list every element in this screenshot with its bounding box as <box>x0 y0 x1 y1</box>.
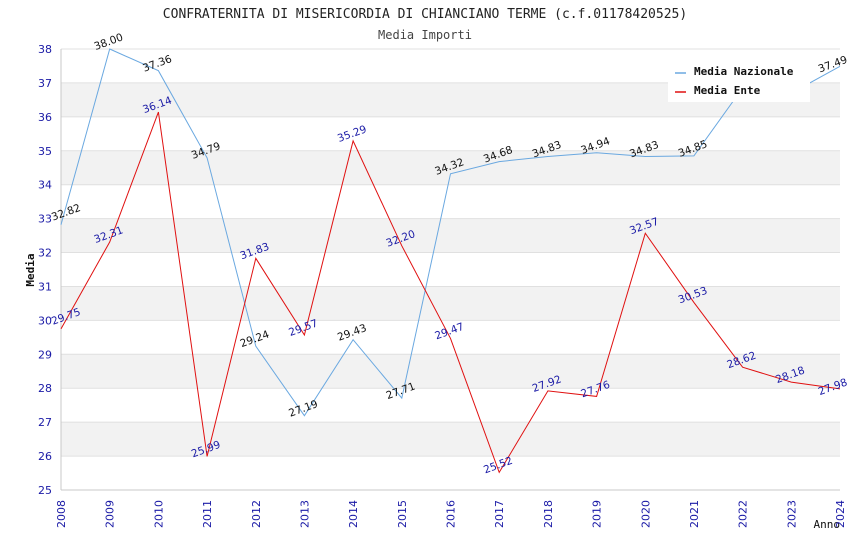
y-tick-label: 34 <box>38 179 52 192</box>
y-tick-label: 28 <box>38 382 52 395</box>
y-tick-label: 33 <box>38 213 52 226</box>
y-axis-ticks: 25 26 27 28 29 30 31 32 33 34 35 36 37 38 <box>38 43 52 497</box>
y-tick-label: 27 <box>38 416 52 429</box>
x-tick-label: 2019 <box>591 500 604 528</box>
y-tick-label: 25 <box>38 484 52 497</box>
data-label: 35.29 <box>336 123 368 145</box>
x-tick-label: 2018 <box>542 500 555 528</box>
x-tick-label: 2016 <box>445 500 458 528</box>
chart-title: CONFRATERNITA DI MISERICORDIA DI CHIANCI… <box>163 7 687 22</box>
legend-box <box>668 60 810 102</box>
grid-band <box>61 286 840 321</box>
data-label: 37.36 <box>141 53 174 75</box>
x-tick-label: 2011 <box>201 500 214 528</box>
chart-subtitle: Media Importi <box>378 28 472 42</box>
x-tick-label: 2008 <box>55 500 68 528</box>
x-tick-label: 2024 <box>834 500 847 528</box>
series-lines <box>60 48 841 474</box>
x-axis-ticks: 2008 2009 2010 2011 2012 2013 2014 2015 2016 2017… <box>55 500 847 528</box>
x-tick-label: 2012 <box>250 500 263 528</box>
series-line-media-nazionale <box>60 48 841 417</box>
y-tick-label: 37 <box>38 77 52 90</box>
legend: Media Nazionale Media Ente <box>668 60 810 102</box>
x-tick-label: 2023 <box>785 500 798 528</box>
x-axis-label: Anno <box>814 518 841 531</box>
series-line-media-ente <box>60 111 841 474</box>
y-tick-label: 32 <box>38 247 52 260</box>
x-tick-label: 2020 <box>639 500 652 528</box>
y-tick-label: 26 <box>38 450 52 463</box>
x-tick-label: 2010 <box>152 500 165 528</box>
data-label: 37.49 <box>817 54 849 76</box>
x-tick-label: 2013 <box>298 500 311 528</box>
grid-band <box>61 354 840 389</box>
x-tick-label: 2015 <box>396 500 409 528</box>
y-tick-label: 35 <box>38 145 52 158</box>
grid-bands <box>61 82 840 457</box>
x-tick-label: 2022 <box>737 500 750 528</box>
data-label: 29.47 <box>433 321 465 343</box>
y-tick-label: 29 <box>38 348 52 361</box>
x-tick-label: 2017 <box>493 500 506 528</box>
x-tick-label: 2009 <box>104 500 117 528</box>
legend-label-media-ente: Media Ente <box>694 84 761 97</box>
x-tick-label: 2021 <box>688 500 701 528</box>
legend-label-media-nazionale: Media Nazionale <box>694 65 794 78</box>
y-tick-label: 31 <box>38 280 52 293</box>
x-tick-label: 2014 <box>347 500 360 528</box>
grid-band <box>61 422 840 457</box>
data-label: 25.52 <box>482 455 514 477</box>
y-tick-label: 30 <box>38 314 52 327</box>
data-label: 38.00 <box>92 31 124 53</box>
y-tick-label: 36 <box>38 111 52 124</box>
y-tick-label: 38 <box>38 43 52 56</box>
grid-band <box>61 218 840 253</box>
data-label: 27.19 <box>287 398 319 420</box>
y-axis-label: Media <box>24 253 37 286</box>
grid-band <box>61 150 840 185</box>
data-label: 29.24 <box>239 328 272 350</box>
